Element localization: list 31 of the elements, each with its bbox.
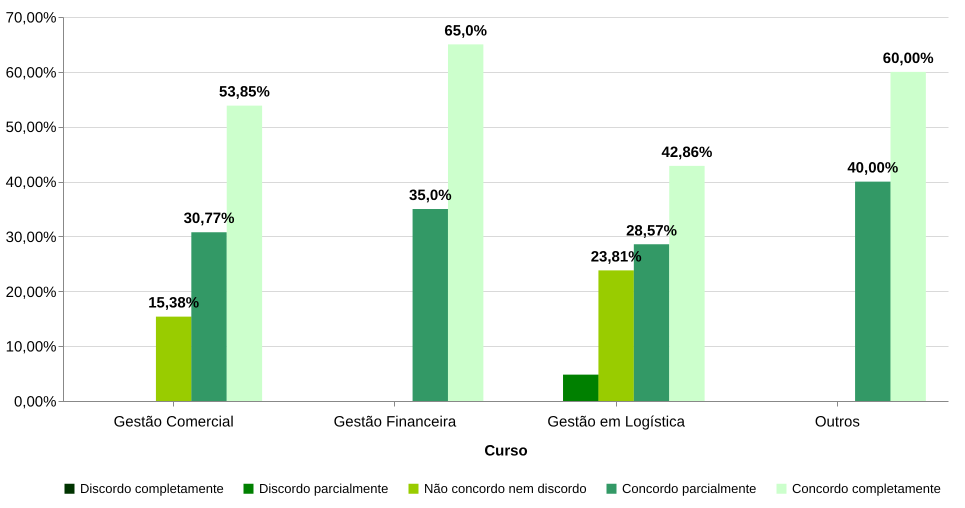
bar (412, 209, 448, 401)
y-tick-label: 50,00% (6, 119, 56, 136)
y-tick-label: 30,00% (6, 228, 56, 246)
legend-label: Discordo completamente (80, 480, 224, 496)
data-label: 53,85% (218, 84, 270, 101)
data-label: 35,0% (409, 187, 452, 204)
data-label: 28,57% (626, 222, 677, 240)
data-label: 60,00% (882, 50, 934, 67)
x-tick-label: Outros (814, 414, 860, 430)
x-tick-label: Gestão Financeira (334, 414, 457, 430)
y-tick-label: 10,00% (6, 338, 56, 356)
y-tick-label: 0,00% (14, 394, 56, 410)
legend-label: Não concordo nem discordo (424, 480, 587, 496)
bar (855, 182, 890, 401)
x-tick-label: Gestão em Logística (547, 414, 686, 430)
y-tick-label: 70,00% (6, 10, 56, 26)
data-label: 42,86% (661, 144, 712, 161)
y-tick-label: 40,00% (6, 174, 56, 192)
data-label: 40,00% (847, 160, 898, 177)
x-axis-title: Curso (484, 442, 528, 460)
data-label: 30,77% (184, 210, 234, 228)
y-tick-label: 20,00% (6, 284, 56, 301)
legend-label: Concordo completamente (792, 480, 941, 496)
y-tick-label: 60,00% (6, 64, 56, 82)
legend-label: Discordo parcialmente (259, 480, 388, 496)
x-tick-label: Gestão Comercial (114, 414, 234, 430)
bar (598, 270, 634, 401)
bar (563, 374, 598, 401)
legend-label: Concordo parcialmente (622, 480, 756, 496)
data-label: 65,0% (444, 22, 487, 40)
bar (156, 316, 192, 401)
